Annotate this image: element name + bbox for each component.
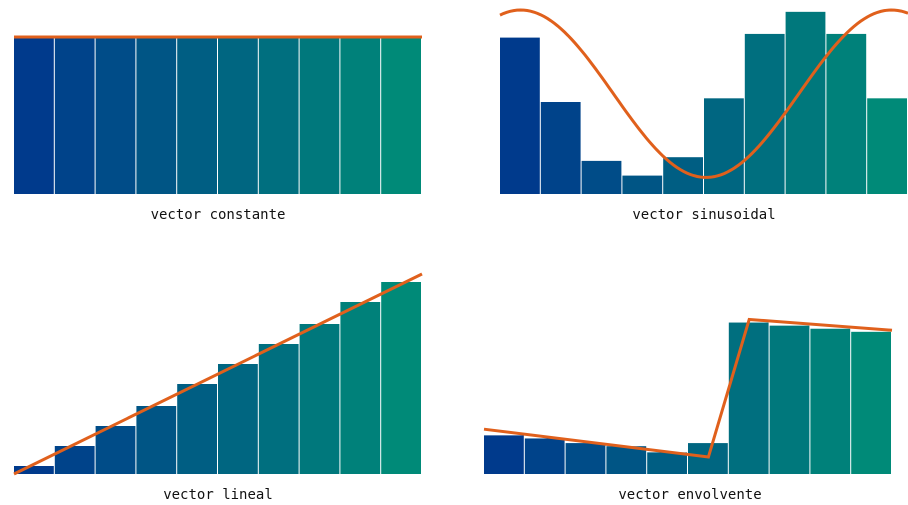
panel-envolvente: vector envolvente [483, 317, 893, 503]
bar-lineal-8 [299, 324, 340, 474]
bar-envolvente-4 [606, 446, 647, 474]
bar-envolvente-5 [647, 452, 687, 474]
bars-sinusoidal [500, 11, 907, 195]
caption-envolvente: vector envolvente [618, 487, 761, 503]
bar-constante-2 [54, 37, 95, 194]
bar-constante-6 [218, 37, 258, 194]
bar-sinusoidal-9 [826, 33, 867, 194]
bar-constante-4 [136, 37, 177, 194]
bar-envolvente-1 [484, 435, 524, 474]
bar-constante-7 [258, 37, 299, 194]
bar-lineal-9 [340, 302, 381, 474]
caption-constante: vector constante [151, 207, 286, 223]
bar-lineal-4 [136, 406, 177, 474]
bar-constante-5 [177, 37, 217, 194]
panel-sinusoidal: vector sinusoidal [499, 8, 908, 223]
bar-sinusoidal-7 [744, 33, 785, 194]
bar-envolvente-7 [728, 322, 769, 474]
bars-lineal [14, 282, 421, 474]
bars-envolvente [484, 322, 891, 474]
bar-envolvente-8 [769, 325, 810, 474]
panel-constante: vector constante [14, 35, 422, 223]
bars-constante [14, 37, 421, 194]
bar-lineal-10 [381, 282, 421, 474]
curve-envolvente [483, 317, 893, 459]
bar-lineal-5 [177, 384, 217, 474]
bar-sinusoidal-4 [622, 175, 663, 194]
panel-lineal: vector lineal [13, 272, 423, 503]
bar-sinusoidal-10 [867, 98, 907, 194]
bar-constante-1 [14, 37, 54, 194]
bar-sinusoidal-6 [704, 98, 744, 194]
bar-lineal-3 [95, 426, 136, 474]
caption-sinusoidal: vector sinusoidal [632, 207, 775, 223]
bar-lineal-6 [218, 364, 258, 474]
bar-sinusoidal-2 [540, 102, 581, 194]
bar-envolvente-2 [524, 438, 565, 474]
bar-lineal-7 [258, 344, 299, 474]
curve-lineal [13, 272, 423, 476]
bar-envolvente-10 [851, 331, 891, 474]
bar-constante-8 [299, 37, 340, 194]
bar-envolvente-6 [688, 443, 728, 474]
curve-sinusoidal [499, 8, 908, 179]
bar-constante-3 [95, 37, 136, 194]
bar-sinusoidal-3 [581, 160, 622, 194]
bar-envolvente-9 [810, 328, 851, 474]
bar-lineal-1 [14, 466, 54, 474]
bar-sinusoidal-1 [500, 37, 540, 194]
caption-lineal: vector lineal [163, 487, 273, 503]
bar-constante-10 [381, 37, 421, 194]
bar-constante-9 [340, 37, 381, 194]
bar-envolvente-3 [565, 443, 606, 474]
